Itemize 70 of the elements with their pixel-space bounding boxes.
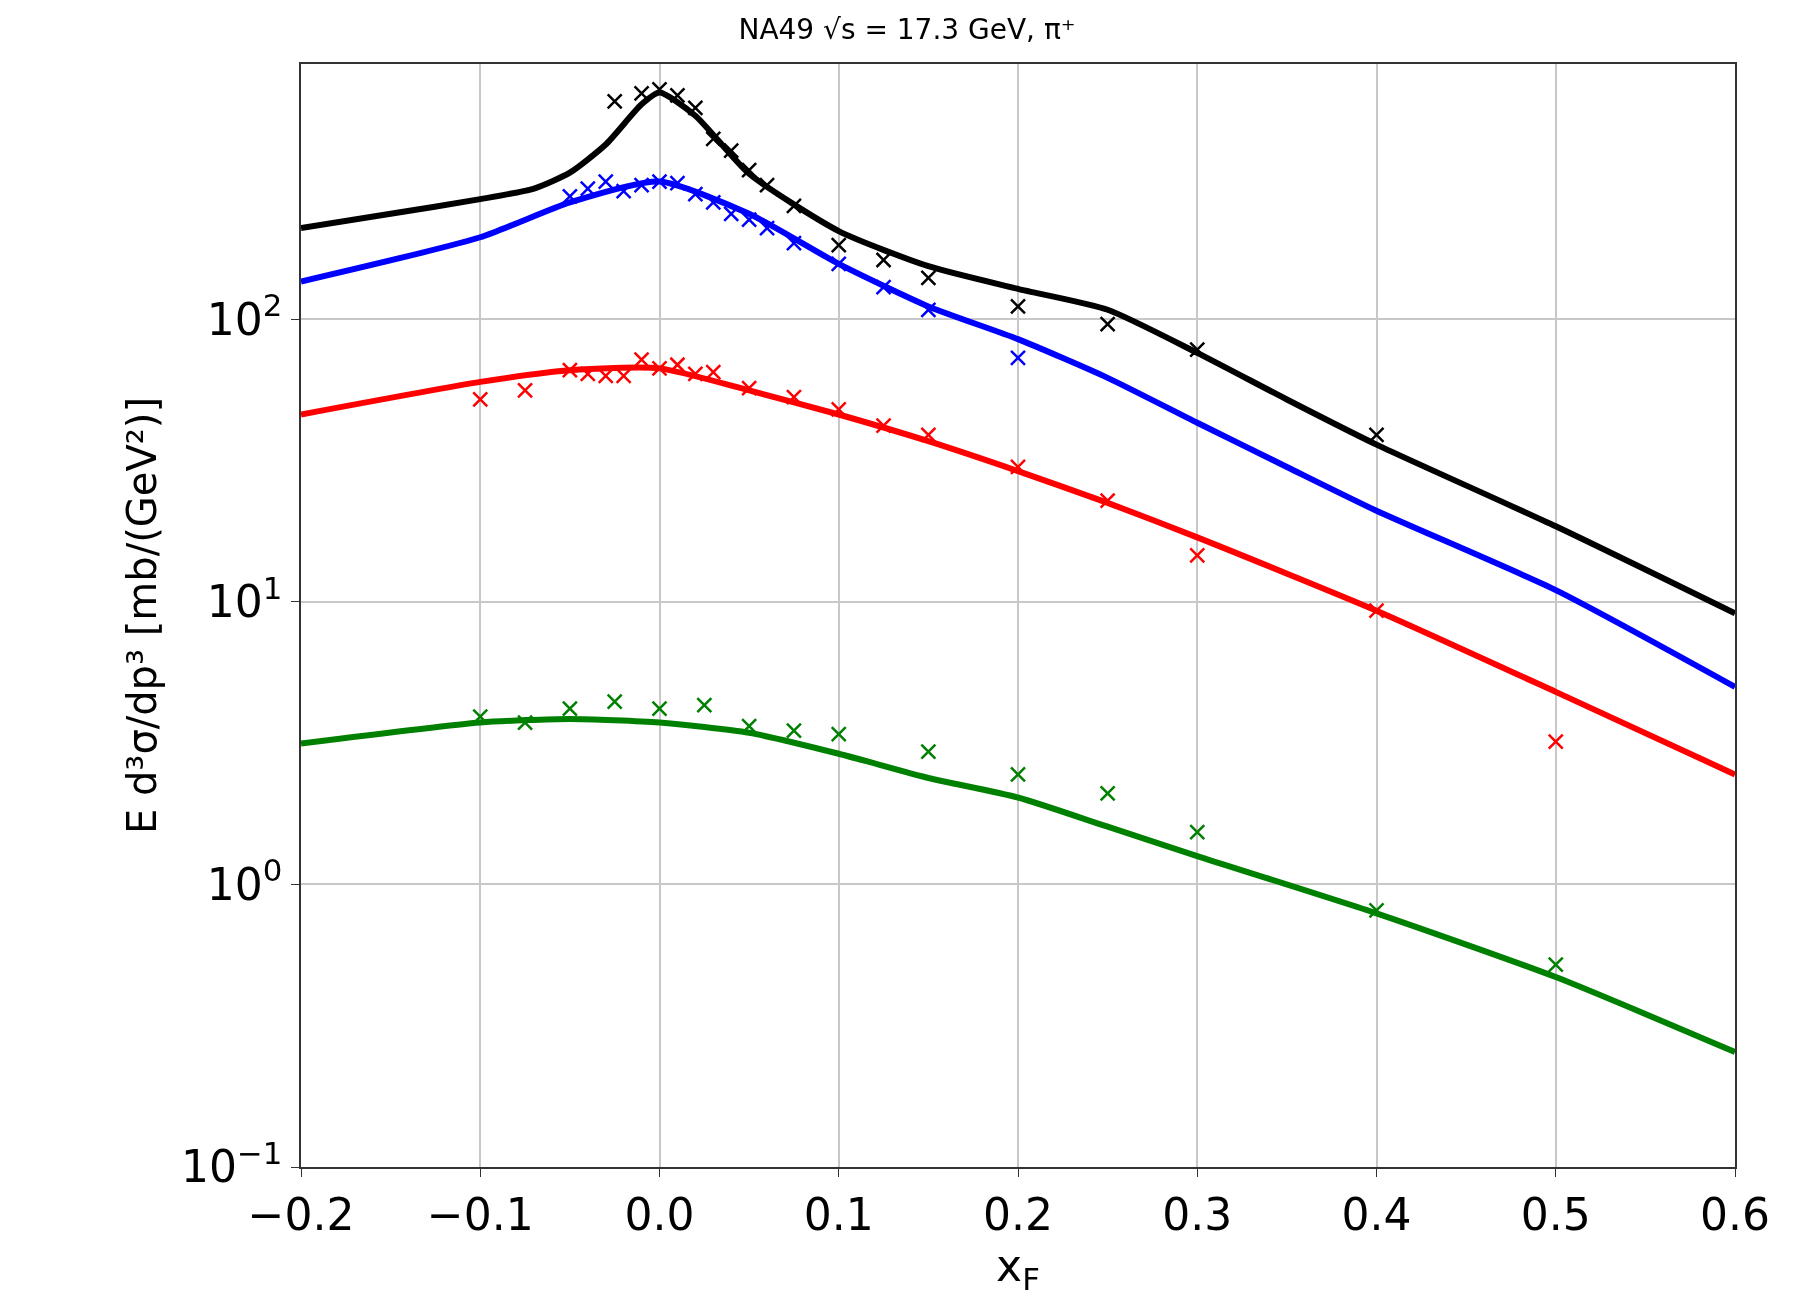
point — [740, 211, 758, 228]
point — [1189, 341, 1206, 358]
point — [740, 379, 758, 397]
point — [1368, 902, 1385, 919]
point — [516, 382, 534, 399]
point — [740, 161, 758, 179]
chart-title: NA49 √s = 17.3 GeV, π⁺ — [738, 13, 1076, 47]
point — [687, 185, 704, 203]
y-tick-label: 10$^{2}$ — [206, 287, 283, 345]
y-tick-label: 10$^{1}$ — [206, 569, 283, 628]
point — [875, 251, 892, 269]
point — [669, 356, 686, 373]
point — [920, 301, 937, 319]
point — [1099, 785, 1116, 802]
point — [1099, 315, 1116, 333]
point — [597, 173, 614, 190]
x-tick-label: 0.4 — [1341, 1188, 1412, 1240]
point — [920, 269, 937, 287]
point — [1189, 823, 1206, 841]
point — [633, 85, 650, 102]
point — [722, 205, 740, 223]
x-tick-label: 0.1 — [803, 1188, 874, 1240]
point — [1547, 733, 1564, 750]
point — [1189, 547, 1206, 564]
point — [830, 401, 847, 418]
y-axis-title: E d³σ/dp³ [mb/(GeV²)] — [119, 396, 166, 835]
point — [722, 142, 740, 159]
point — [606, 93, 623, 110]
y-tick-label: 10$^{0}$ — [206, 852, 283, 910]
point — [785, 388, 803, 406]
point — [516, 714, 534, 731]
point — [1368, 602, 1385, 619]
point — [651, 360, 668, 377]
point — [651, 700, 668, 717]
point — [561, 188, 579, 205]
point — [875, 278, 892, 296]
point — [606, 693, 623, 710]
point — [1368, 426, 1385, 444]
point — [920, 426, 937, 444]
point — [1009, 298, 1027, 315]
point — [633, 176, 650, 194]
x-tick-label: 0.0 — [624, 1188, 695, 1240]
x-tick-label: 0.3 — [1162, 1188, 1233, 1240]
point — [830, 725, 847, 743]
point — [1009, 349, 1027, 367]
point — [920, 743, 937, 760]
point — [875, 417, 892, 434]
point — [561, 361, 579, 379]
point — [1009, 458, 1027, 476]
point — [669, 87, 686, 104]
point — [687, 99, 704, 117]
x-tick-label: −0.1 — [426, 1188, 534, 1240]
point — [785, 722, 803, 739]
point — [615, 182, 632, 200]
x-tick-label: 0.2 — [983, 1188, 1053, 1240]
point — [705, 194, 722, 211]
point — [830, 236, 847, 254]
point — [1009, 766, 1027, 783]
point — [696, 696, 713, 714]
point — [1547, 956, 1564, 973]
point — [785, 234, 803, 252]
point — [561, 700, 579, 717]
point — [758, 219, 776, 237]
point — [1099, 492, 1116, 509]
point — [472, 391, 489, 408]
point — [705, 130, 722, 148]
point — [579, 180, 597, 197]
x-axis-title: x$_{F}$ — [996, 1239, 1040, 1297]
x-tick-label: 0.6 — [1700, 1188, 1770, 1240]
x-tick-label: 0.5 — [1520, 1188, 1591, 1240]
